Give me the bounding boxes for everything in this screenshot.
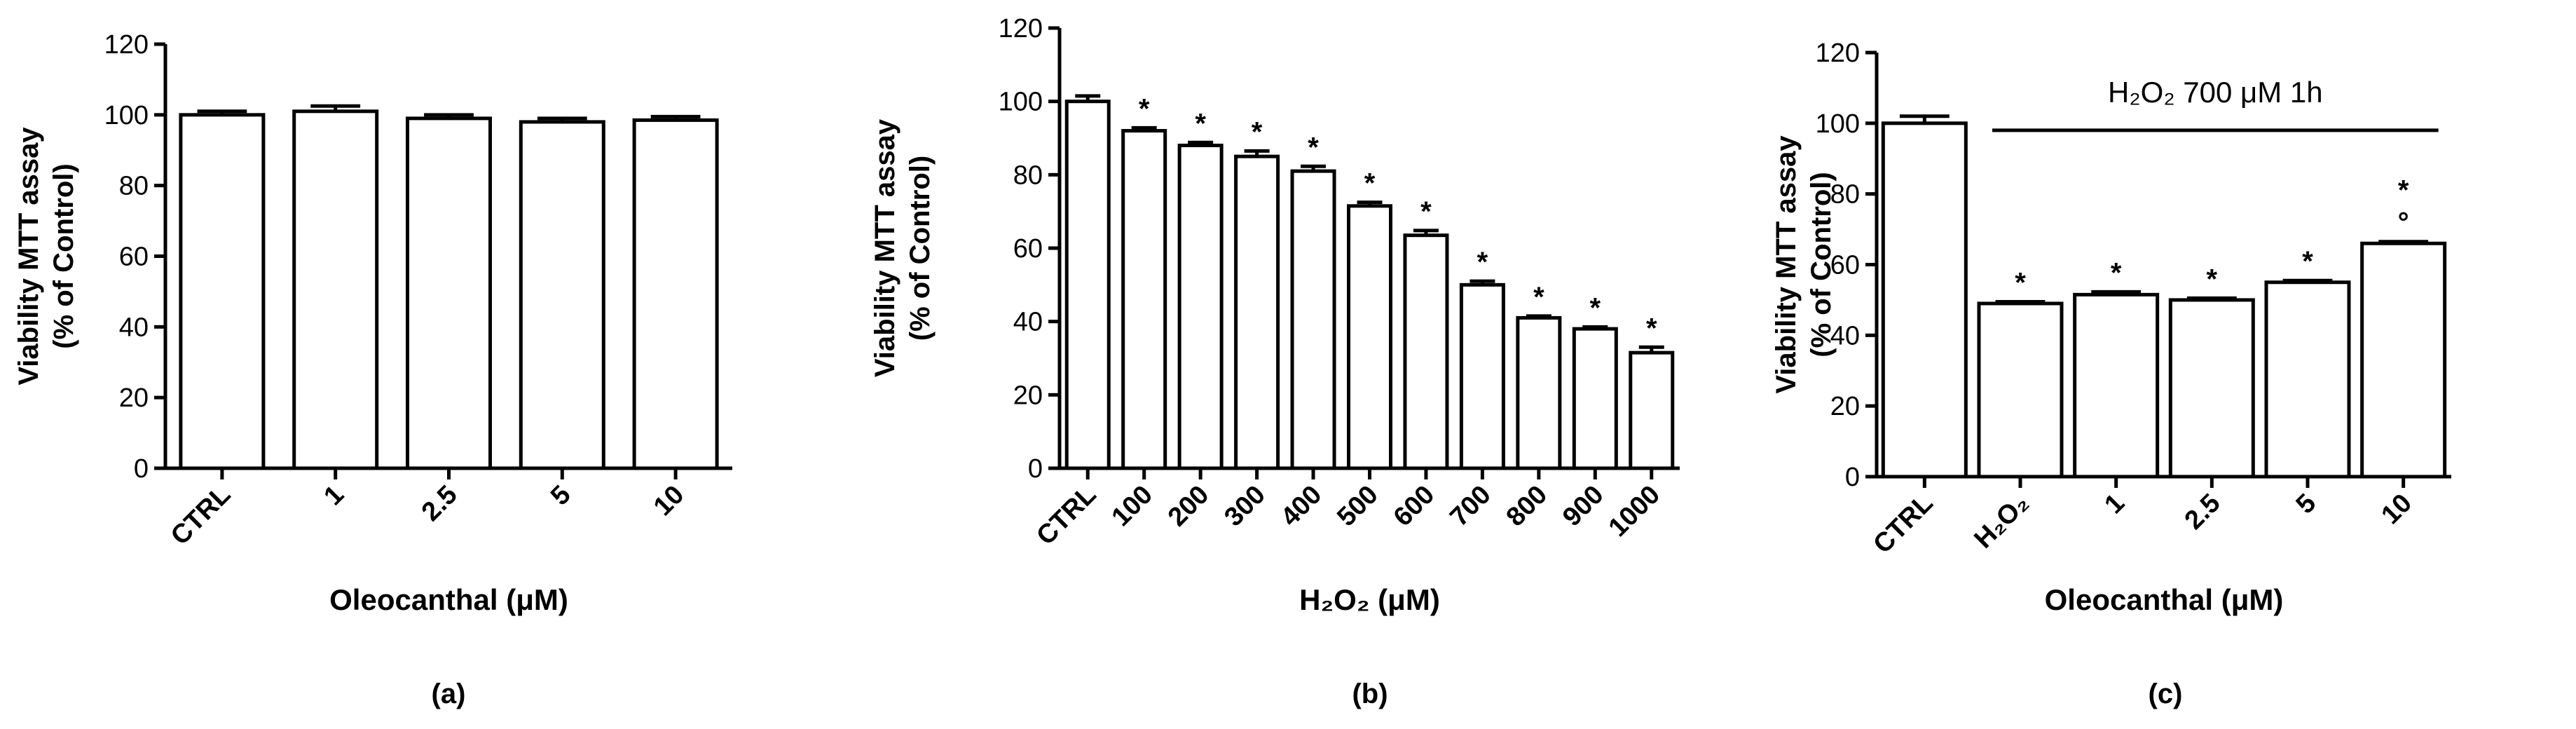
x-tick-label: CTRL bbox=[1031, 480, 1102, 551]
y-tick-label: 120 bbox=[1816, 39, 1860, 68]
bar bbox=[1234, 154, 1280, 470]
x-axis-label: Oleocanthal (μM) bbox=[2045, 583, 2284, 616]
y-axis-label-line1: Viability MTT assay bbox=[13, 127, 44, 386]
y-tick-label: 100 bbox=[104, 101, 149, 130]
bar bbox=[2264, 280, 2351, 479]
bar bbox=[1459, 282, 1505, 470]
y-tick-label: 0 bbox=[1028, 454, 1043, 484]
significance-marker: * bbox=[2015, 267, 2026, 298]
x-tick-label: 1 bbox=[2099, 489, 2130, 520]
bar bbox=[1516, 315, 1562, 470]
x-tick-label: CTRL bbox=[165, 480, 236, 551]
y-tick-label: 40 bbox=[1013, 308, 1043, 337]
y-tick-label: 100 bbox=[1816, 109, 1860, 139]
significance-marker: * bbox=[2302, 246, 2313, 277]
y-tick-label: 20 bbox=[1830, 392, 1860, 421]
panel-label: (c) bbox=[2149, 679, 2183, 709]
y-tick-label: 80 bbox=[1013, 161, 1043, 190]
bar bbox=[1572, 327, 1618, 470]
y-tick-label: 60 bbox=[1013, 234, 1043, 264]
bar bbox=[2360, 241, 2447, 479]
x-tick-label: 1000 bbox=[1603, 480, 1666, 543]
x-tick-label: 200 bbox=[1163, 480, 1215, 533]
bar bbox=[519, 120, 605, 470]
x-tick-label: 500 bbox=[1331, 480, 1384, 533]
x-axis-label: H₂O₂ (μM) bbox=[1299, 583, 1440, 616]
panel-label: (a) bbox=[432, 679, 466, 709]
x-tick-label: 400 bbox=[1275, 480, 1328, 533]
x-tick-label: 600 bbox=[1388, 480, 1441, 533]
x-tick-label: 900 bbox=[1557, 480, 1610, 533]
y-tick-label: 40 bbox=[1830, 321, 1860, 350]
panel-a: 0 20 40 60 80 100 120 CTRL 1 2.5 5 10 Viability MTT … bbox=[13, 30, 732, 709]
y-axis-label-line2: (% of Control) bbox=[48, 163, 79, 348]
x-tick-label: 5 bbox=[2291, 489, 2322, 520]
y-axis-label-line2: (% of Control) bbox=[905, 156, 936, 341]
y-tick-label: 100 bbox=[999, 88, 1043, 117]
bar bbox=[1881, 121, 1968, 479]
y-tick-label: 60 bbox=[1830, 251, 1860, 280]
significance-marker: * bbox=[1195, 108, 1206, 139]
bar bbox=[179, 113, 266, 470]
treatment-annotation: H₂O₂ 700 μM 1h bbox=[2108, 76, 2323, 109]
bar bbox=[406, 116, 492, 470]
bar bbox=[1347, 204, 1392, 470]
x-tick-label: 2.5 bbox=[416, 480, 463, 527]
y-tick-label: 20 bbox=[119, 383, 149, 413]
y-tick-label: 0 bbox=[1845, 463, 1860, 492]
significance-marker: * bbox=[1252, 116, 1263, 147]
y-tick-label: 40 bbox=[119, 313, 149, 342]
panel-label: (b) bbox=[1352, 679, 1388, 709]
x-tick-label: 1 bbox=[318, 480, 350, 512]
bar bbox=[1977, 301, 2064, 479]
x-tick-label: 100 bbox=[1107, 480, 1159, 533]
significance-marker: * bbox=[2207, 264, 2218, 294]
x-axis-label: Oleocanthal (μM) bbox=[329, 583, 568, 616]
bar bbox=[632, 118, 719, 470]
significance-marker: * bbox=[1139, 93, 1150, 124]
significance-marker: * bbox=[2111, 257, 2122, 288]
significance-marker: * bbox=[1420, 196, 1432, 227]
y-tick-label: 80 bbox=[1830, 180, 1860, 210]
significance-marker: * bbox=[1477, 247, 1488, 278]
significance-marker: * bbox=[2398, 175, 2409, 206]
x-tick-label: 800 bbox=[1501, 480, 1554, 533]
bar bbox=[1629, 350, 1675, 470]
y-axis-label-line1: Viability MTT assay bbox=[870, 118, 900, 377]
bar bbox=[2168, 298, 2255, 479]
x-tick-label: 5 bbox=[545, 480, 577, 512]
x-tick-label: H₂O₂ bbox=[1968, 489, 2034, 554]
x-tick-label: 2.5 bbox=[2179, 489, 2226, 536]
x-tick-label: 300 bbox=[1219, 480, 1271, 533]
x-tick-label: 10 bbox=[648, 480, 690, 522]
significance-marker-2: ° bbox=[2398, 207, 2409, 238]
bar bbox=[1403, 233, 1449, 470]
bar bbox=[2073, 292, 2160, 479]
y-tick-label: 0 bbox=[134, 454, 149, 484]
significance-marker: * bbox=[1533, 282, 1544, 313]
y-tick-label: 120 bbox=[104, 30, 149, 60]
bar bbox=[1064, 100, 1111, 470]
y-axis-label-line2: (% of Control) bbox=[1806, 172, 1837, 357]
bar bbox=[1177, 143, 1224, 470]
x-tick-label: CTRL bbox=[1868, 489, 1938, 559]
bar bbox=[292, 109, 379, 470]
significance-marker: * bbox=[1364, 168, 1376, 199]
significance-marker: * bbox=[1590, 293, 1601, 324]
y-tick-label: 20 bbox=[1013, 381, 1043, 410]
significance-marker: * bbox=[1646, 313, 1657, 343]
y-tick-label: 60 bbox=[119, 243, 149, 272]
y-tick-label: 120 bbox=[999, 14, 1043, 43]
bar bbox=[1121, 129, 1167, 470]
significance-marker: * bbox=[1308, 132, 1319, 163]
x-tick-label: 700 bbox=[1444, 480, 1497, 533]
y-axis-label-line1: Viability MTT assay bbox=[1771, 135, 1802, 394]
bar bbox=[1290, 169, 1336, 470]
x-tick-label: 10 bbox=[2376, 489, 2418, 531]
y-tick-label: 80 bbox=[119, 172, 149, 201]
